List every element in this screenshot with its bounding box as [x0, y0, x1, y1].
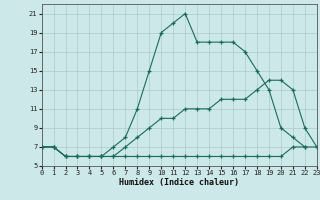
X-axis label: Humidex (Indice chaleur): Humidex (Indice chaleur) [119, 178, 239, 187]
